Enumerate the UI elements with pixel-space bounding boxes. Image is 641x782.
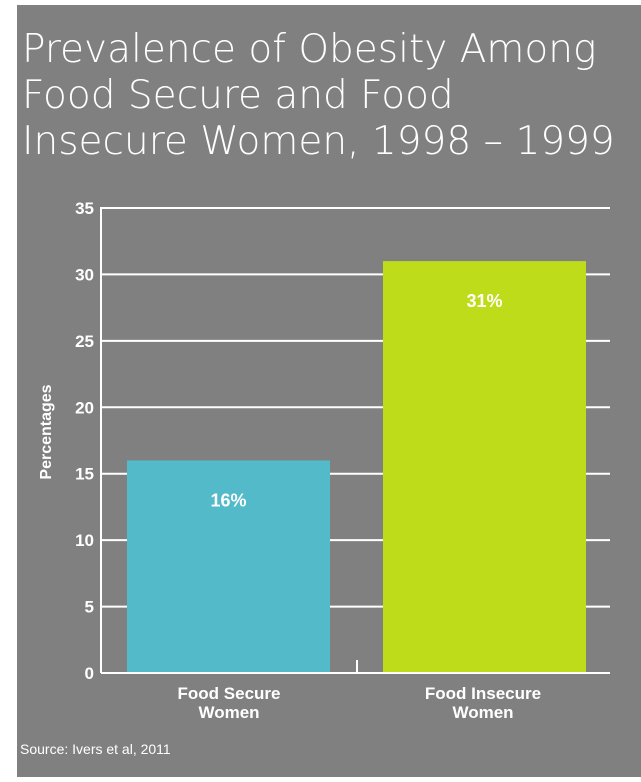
y-axis-label: Percentages bbox=[38, 384, 55, 479]
y-tick-label: 25 bbox=[75, 332, 94, 351]
chart-source: Source: Ivers et al, 2011 bbox=[20, 741, 171, 757]
bar bbox=[127, 460, 330, 673]
y-tick-label: 20 bbox=[75, 398, 94, 417]
bar bbox=[383, 261, 586, 673]
x-tick-label: Food Insecure Women bbox=[425, 684, 541, 722]
y-tick-label: 0 bbox=[85, 664, 94, 683]
chart-title: Prevalence of Obesity Among Food Secure … bbox=[22, 27, 615, 164]
data-label: 31% bbox=[466, 291, 502, 311]
x-tick-label: Food Secure Women bbox=[178, 684, 281, 722]
y-tick-label: 5 bbox=[85, 598, 94, 617]
data-label: 16% bbox=[210, 490, 246, 510]
y-tick-label: 10 bbox=[75, 531, 94, 550]
y-tick-label: 15 bbox=[75, 465, 94, 484]
y-tick-label: 30 bbox=[75, 265, 94, 284]
y-tick-label: 35 bbox=[75, 199, 94, 218]
